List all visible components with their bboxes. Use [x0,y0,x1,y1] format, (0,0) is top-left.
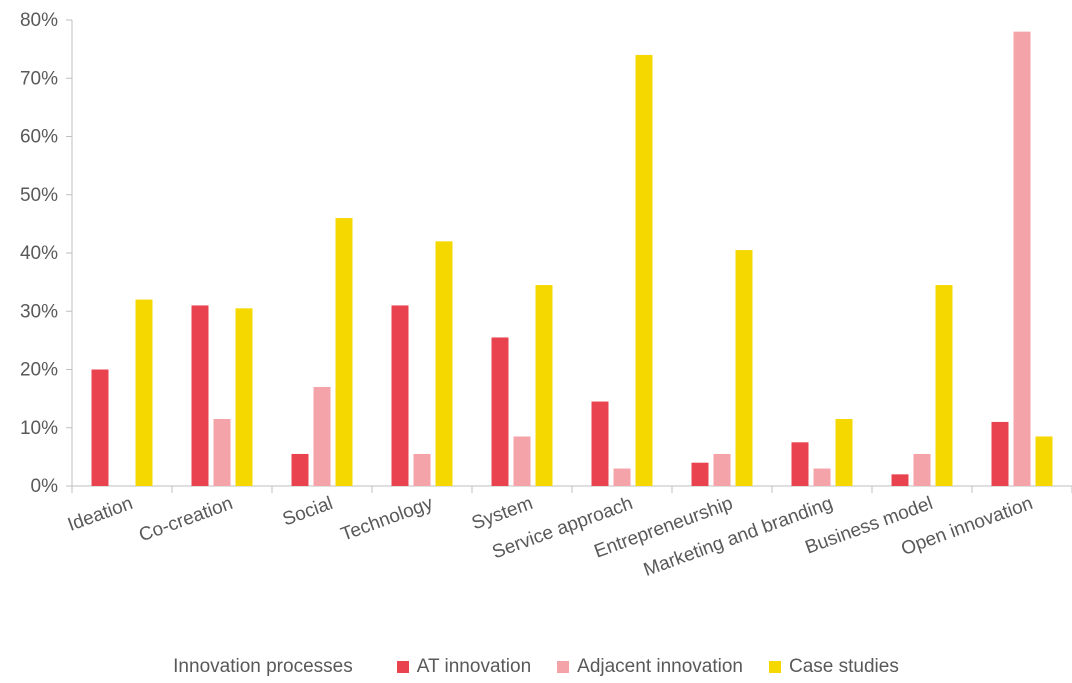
legend-swatch [769,661,781,673]
bars [91,31,1053,487]
x-axis [71,485,1072,493]
legend-swatch [557,661,570,673]
bar [991,421,1009,486]
bar [813,468,831,486]
bar [413,453,431,486]
bar [335,218,353,487]
bar [1013,31,1031,487]
bar [713,453,731,486]
bar [735,250,753,486]
bar [191,305,209,486]
legend-label: Adjacent innovation [577,656,743,677]
y-tick-label: 70% [20,68,58,89]
y-tick-label: 80% [20,10,58,31]
legend-swatch [396,661,409,673]
bar [513,436,531,486]
x-tick-label: Technology [338,493,436,546]
category-labels: Ideation Co-creation Social Technology Syste… [65,493,1036,581]
bar [213,419,231,486]
x-tick-label: Social [280,493,336,530]
bar [491,337,509,486]
y-tick-label: 10% [20,418,58,439]
y-axis: 0% 10% 20% 30% 40% 50% 60% 70% 80% [20,10,73,497]
bar [1035,436,1053,486]
bar [435,241,453,486]
bar [791,442,809,486]
bar [835,419,853,486]
legend-item-adjacent-innovation: Adjacent innovation [557,656,743,678]
legend-item-case-studies: Case studies [769,656,899,678]
bar [613,468,631,486]
bar [691,462,709,486]
x-tick-label: System [469,493,536,534]
chart-canvas: 0% 10% 20% 30% 40% 50% 60% 70% 80% Ideation Co-cr… [20,10,1072,581]
bar [635,54,653,486]
bar [391,305,409,486]
y-tick-label: 50% [20,185,58,206]
y-tick-label: 0% [31,476,59,497]
legend-item-at-innovation: AT innovation [396,656,532,678]
y-tick-label: 40% [20,243,58,264]
x-tick-label: Co-creation [136,493,235,546]
legend-label: Case studies [789,656,899,677]
bar [313,386,331,486]
legend-title: Innovation processes [173,656,353,677]
x-tick-label: Ideation [65,493,136,536]
legend-label: AT innovation [416,656,532,677]
bar [235,308,253,486]
y-tick-label: 60% [20,127,58,148]
bar [891,474,909,486]
bar [591,401,609,486]
legend: Innovation processes AT innovation Adjac… [0,652,1072,682]
bar [935,285,953,486]
y-tick-label: 30% [20,301,58,322]
bar [535,285,553,486]
bar [91,369,109,486]
bar [291,453,309,486]
y-tick-label: 20% [20,360,58,381]
bar [913,453,931,486]
bar [135,299,153,486]
